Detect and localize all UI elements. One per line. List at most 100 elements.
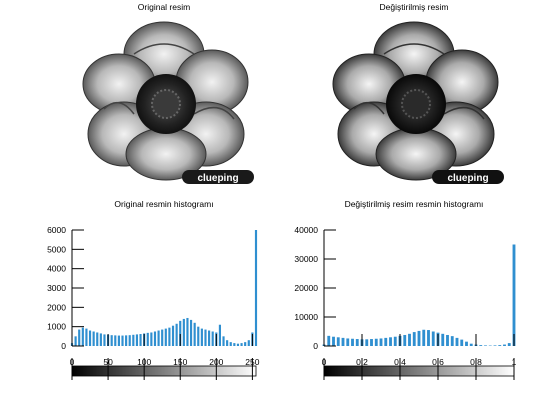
histogram-bar xyxy=(327,335,331,346)
histogram-bar xyxy=(121,335,124,346)
histogram-bar xyxy=(103,334,106,346)
histogram-bar xyxy=(393,336,397,346)
histogram-bar xyxy=(92,331,95,346)
y-tick-label: 20000 xyxy=(294,283,318,293)
histogram-bar xyxy=(208,330,211,346)
histogram-bar xyxy=(96,332,99,346)
modified-histogram-chart: 0 10000 20000 30000 40000 0 0.2 0.4 0.6 0.8 1 xyxy=(294,225,517,380)
histogram-bar xyxy=(332,336,335,346)
histogram-bar xyxy=(431,331,435,346)
histogram-bar xyxy=(503,344,506,346)
y-tick-label: 4000 xyxy=(47,264,66,274)
x-tick-label: 0.8 xyxy=(470,357,482,367)
histogram-bar xyxy=(99,333,102,346)
histogram-bar xyxy=(379,338,383,346)
histogram-bar xyxy=(446,334,449,346)
y-tick-label: 2000 xyxy=(47,302,66,312)
histogram-bar xyxy=(193,322,196,346)
histogram-bar xyxy=(384,337,388,346)
histogram-bar xyxy=(233,343,236,346)
histogram-bar xyxy=(128,335,131,346)
histogram-bar xyxy=(164,328,167,346)
histogram-bar xyxy=(498,345,502,346)
histogram-bar xyxy=(351,338,354,346)
histogram-bar xyxy=(479,345,483,346)
modified-flower-image: clueping xyxy=(332,21,504,184)
histogram-bar xyxy=(168,327,171,346)
watermark: clueping xyxy=(447,173,488,184)
histogram-bar xyxy=(355,339,359,346)
x-tick-label: 100 xyxy=(137,357,151,367)
histogram-bar xyxy=(161,329,164,346)
watermark: clueping xyxy=(197,173,238,184)
colorbar xyxy=(323,365,515,377)
histogram-bar xyxy=(412,332,416,346)
x-tick-label: 150 xyxy=(173,357,187,367)
histogram-bar xyxy=(78,329,81,346)
histogram-bar xyxy=(211,331,214,346)
x-tick-label: 200 xyxy=(209,357,223,367)
x-tick-label: 50 xyxy=(103,357,113,367)
histogram-bar xyxy=(182,318,185,346)
x-tick-label: 0.2 xyxy=(356,357,368,367)
histogram-bar xyxy=(114,335,117,346)
histogram-bar xyxy=(204,329,207,346)
modified-histogram-title: Değiştirilmiş resim resmin histogramı xyxy=(344,199,484,209)
histogram-bar xyxy=(132,334,135,346)
y-tick-label: 30000 xyxy=(294,254,318,264)
histogram-bar xyxy=(244,342,247,346)
histogram-bar xyxy=(370,339,373,346)
histogram-bar xyxy=(240,343,243,346)
x-tick-label: 0 xyxy=(70,357,75,367)
y-tick-label: 3000 xyxy=(47,283,66,293)
histogram-bar xyxy=(484,345,487,346)
histogram-bar xyxy=(450,336,454,346)
y-tick-label: 6000 xyxy=(47,225,66,235)
histogram-bar xyxy=(153,331,157,346)
histogram-bar xyxy=(455,337,459,346)
y-tick-label: 5000 xyxy=(47,244,66,254)
histogram-bar xyxy=(200,328,203,346)
histogram-bar xyxy=(110,335,113,346)
histogram-bar xyxy=(186,317,189,346)
colorbar xyxy=(71,365,257,377)
histogram-bar xyxy=(336,337,340,346)
histogram-bar xyxy=(171,325,175,346)
histogram-bar xyxy=(346,338,350,346)
histogram-bar xyxy=(226,340,229,346)
histogram-bar xyxy=(218,324,221,346)
x-tick-label: 1 xyxy=(512,357,517,367)
x-tick-label: 0 xyxy=(322,357,327,367)
histogram-bar xyxy=(341,337,345,346)
y-tick-label: 0 xyxy=(313,341,318,351)
original-histogram-title: Original resmin histogramı xyxy=(114,199,214,209)
modified-image-title: Değiştirilmiş resim xyxy=(379,2,449,12)
histogram-bar xyxy=(507,343,511,346)
x-tick-label: 0.4 xyxy=(394,357,406,367)
histogram-bar xyxy=(88,330,92,346)
histogram-bar xyxy=(254,230,258,346)
original-histogram-chart: 0 1000 2000 3000 4000 5000 6000 0 50 100 150 200 250 xyxy=(47,225,260,380)
histogram-bar xyxy=(189,319,193,346)
histogram-bar xyxy=(441,333,445,346)
histogram-bar xyxy=(427,330,430,346)
histogram-bar xyxy=(179,320,182,346)
histogram-bar xyxy=(175,323,178,346)
histogram-bar xyxy=(247,340,250,346)
original-image-title: Original resim xyxy=(137,2,191,12)
original-flower-image: clueping xyxy=(82,21,254,184)
histogram-bar xyxy=(417,330,421,346)
x-tick-label: 0.6 xyxy=(432,357,444,367)
histogram-bar xyxy=(236,343,240,346)
histogram-bar xyxy=(408,333,411,346)
histogram-bar xyxy=(135,334,139,346)
y-tick-label: 10000 xyxy=(294,312,318,322)
y-tick-label: 40000 xyxy=(294,225,318,235)
histogram-bar xyxy=(469,343,473,346)
histogram-bar xyxy=(139,334,142,346)
histogram-bar xyxy=(157,330,160,346)
histogram-bar xyxy=(197,326,200,346)
x-tick-label: 250 xyxy=(245,357,259,367)
histogram-bar xyxy=(85,328,88,346)
histogram-bar xyxy=(403,334,407,346)
